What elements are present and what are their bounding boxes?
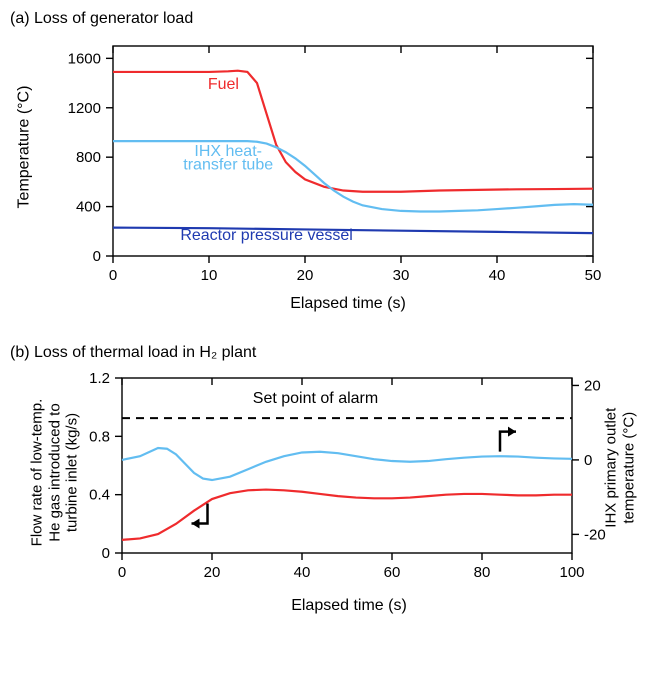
panel-a-chart: Temperature (°C) 04008001200160001020304… [18, 38, 638, 308]
svg-text:0: 0 [109, 267, 117, 284]
panel-a-xlabel: Elapsed time (s) [290, 295, 406, 313]
svg-text:60: 60 [384, 564, 401, 581]
svg-text:Set point of alarm: Set point of alarm [253, 390, 378, 407]
svg-text:0: 0 [93, 248, 101, 265]
ylabel-left-l3: turbine inlet (kg/s) [64, 368, 82, 578]
svg-text:0.8: 0.8 [89, 428, 110, 445]
svg-text:20: 20 [297, 267, 314, 284]
ylabel-left-l2: He gas introduced to [46, 368, 64, 578]
svg-text:10: 10 [201, 267, 218, 284]
panel-b-xlabel: Elapsed time (s) [291, 597, 407, 615]
svg-text:40: 40 [489, 267, 506, 284]
svg-text:100: 100 [559, 564, 584, 581]
svg-text:20: 20 [204, 564, 221, 581]
svg-text:0: 0 [102, 545, 110, 562]
panel-a-svg: 04008001200160001020304050FuelIHX heat-t… [18, 38, 638, 308]
panel-a-title: (a) Loss of generator load [10, 10, 652, 28]
svg-text:Reactor pressure vessel: Reactor pressure vessel [180, 227, 353, 244]
svg-text:40: 40 [294, 564, 311, 581]
svg-text:Fuel: Fuel [208, 76, 239, 93]
svg-text:20: 20 [584, 377, 601, 394]
svg-text:1.2: 1.2 [89, 372, 110, 387]
ylabel-right-l2: temperature (°C) [620, 368, 638, 568]
svg-text:30: 30 [393, 267, 410, 284]
panel-b-svg: 00.40.81.2-20020020406080100Set point of… [14, 372, 654, 617]
panel-b-title: (b) Loss of thermal load in H₂ plant [10, 344, 652, 362]
panel-b: (b) Loss of thermal load in H₂ plant Flo… [10, 344, 652, 617]
svg-text:800: 800 [76, 149, 101, 166]
svg-text:0: 0 [118, 564, 126, 581]
svg-text:1200: 1200 [68, 100, 101, 117]
svg-text:1600: 1600 [68, 50, 101, 67]
ylabel-right-l1: IHX primary outlet [602, 368, 620, 568]
panel-b-chart: Flow rate of low-temp. He gas introduced… [14, 372, 654, 617]
svg-text:80: 80 [474, 564, 491, 581]
panel-b-ylabel-right: IHX primary outlet temperature (°C) [602, 368, 637, 568]
panel-a: (a) Loss of generator load Temperature (… [10, 10, 652, 308]
panel-a-ylabel: Temperature (°C) [15, 86, 33, 209]
svg-text:50: 50 [585, 267, 602, 284]
svg-text:transfer tube: transfer tube [183, 157, 273, 174]
svg-text:0.4: 0.4 [89, 487, 110, 504]
svg-text:400: 400 [76, 199, 101, 216]
svg-text:0: 0 [584, 452, 592, 469]
panel-b-ylabel-left: Flow rate of low-temp. He gas introduced… [28, 368, 81, 578]
ylabel-left-l1: Flow rate of low-temp. [28, 368, 46, 578]
